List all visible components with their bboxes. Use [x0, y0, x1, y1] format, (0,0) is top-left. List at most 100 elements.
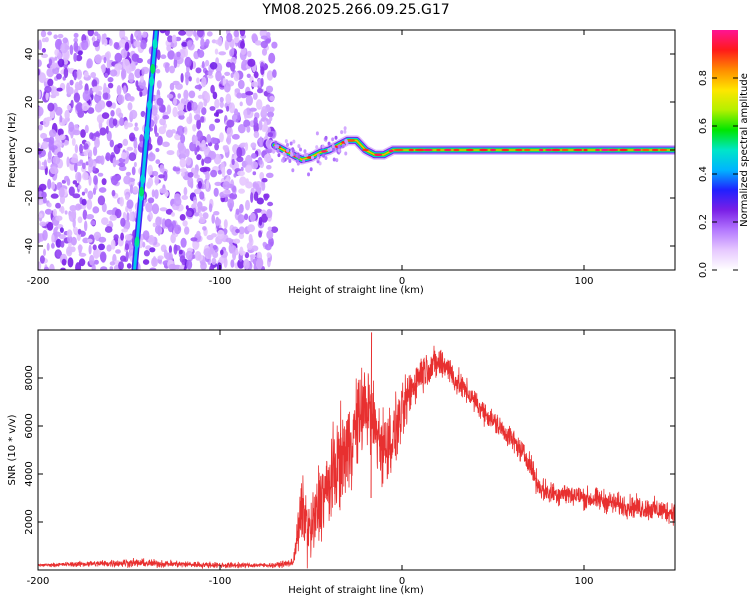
noise-blob — [194, 84, 203, 90]
noise-blob — [38, 72, 46, 84]
noise-blob — [190, 237, 198, 242]
noise-blob — [196, 30, 204, 38]
noise-blob — [165, 208, 173, 215]
noise-blob — [147, 197, 155, 204]
noise-blob — [103, 82, 107, 94]
noise-blob — [73, 37, 78, 43]
noise-blob — [104, 72, 109, 78]
noise-blob — [133, 139, 138, 150]
ridge-halo-blob — [331, 143, 335, 148]
noise-blob — [98, 236, 107, 243]
noise-blob — [181, 258, 186, 266]
noise-blob — [100, 155, 105, 166]
noise-blob — [77, 216, 83, 224]
noise-blob — [47, 31, 52, 36]
y-tick-label: -40 — [24, 238, 35, 254]
noise-blob — [87, 30, 94, 37]
noise-blob — [44, 266, 49, 270]
ridge-halo-blob — [343, 126, 347, 131]
noise-blob — [223, 219, 228, 229]
ridge-peak-blob — [479, 148, 488, 152]
noise-blob — [267, 132, 274, 138]
noise-blob — [253, 71, 259, 79]
diagonal-trace-blob — [152, 38, 158, 49]
noise-blob — [217, 36, 223, 47]
colorbar-gradient — [712, 30, 738, 270]
noise-blob — [265, 131, 269, 140]
noise-blob — [158, 174, 165, 179]
noise-blob — [72, 193, 81, 199]
noise-blob — [73, 41, 79, 53]
noise-blob — [196, 77, 200, 84]
noise-blob — [60, 206, 65, 214]
noise-blob — [151, 106, 158, 117]
noise-blob — [196, 145, 200, 152]
noise-blob — [266, 164, 272, 170]
noise-blob — [47, 202, 52, 208]
noise-blob — [245, 95, 253, 106]
noise-blob — [187, 176, 194, 188]
noise-blob — [45, 116, 53, 122]
ridge-halo-blob — [277, 153, 281, 158]
noise-blob — [247, 50, 252, 58]
ridge-peak-blob — [561, 148, 569, 152]
colorbar-tick-label: 0.0 — [698, 262, 709, 278]
noise-blob — [102, 92, 109, 100]
noise-blob — [121, 68, 127, 80]
noise-blob — [74, 81, 81, 91]
noise-blob — [175, 83, 183, 90]
noise-blob — [70, 157, 79, 164]
noise-blob — [59, 227, 64, 233]
noise-blob — [237, 124, 246, 134]
noise-blob — [109, 214, 117, 221]
noise-blob — [57, 128, 64, 136]
noise-blob — [51, 234, 55, 244]
noise-blob — [253, 131, 260, 139]
noise-blob — [265, 38, 271, 43]
noise-blob — [202, 212, 209, 220]
noise-blob — [67, 257, 74, 268]
noise-blob — [259, 30, 268, 38]
noise-blob — [214, 218, 222, 226]
noise-blob — [140, 110, 146, 118]
noise-blob — [237, 79, 245, 90]
ridge-halo-blob — [315, 131, 319, 136]
noise-blob — [101, 63, 106, 74]
noise-blob — [137, 32, 142, 39]
noise-blob — [41, 48, 47, 53]
noise-blob — [97, 90, 102, 96]
noise-blob — [166, 93, 174, 99]
noise-blob — [263, 120, 268, 131]
noise-blob — [89, 132, 94, 140]
noise-blob — [125, 194, 130, 201]
ridge-peak-blob — [374, 153, 383, 157]
noise-blob — [177, 102, 185, 112]
noise-blob — [49, 166, 58, 175]
noise-blob — [216, 262, 222, 270]
noise-blob — [142, 241, 146, 248]
ridge-peak-blob — [524, 148, 531, 152]
noise-blob — [269, 116, 273, 122]
noise-blob — [77, 172, 82, 183]
noise-blob — [267, 126, 271, 134]
noise-blob — [168, 263, 177, 270]
noise-blob — [73, 70, 77, 81]
noise-blob — [79, 143, 84, 154]
noise-blob — [174, 224, 182, 235]
noise-blob — [62, 37, 68, 44]
noise-blob — [104, 226, 113, 233]
ridge-peak-blob — [538, 148, 544, 152]
noise-blob — [118, 39, 127, 48]
ridge-halo-blob — [291, 168, 295, 173]
noise-blob — [236, 146, 243, 158]
noise-blob — [156, 80, 162, 89]
noise-blob — [249, 254, 257, 259]
x-tick-label: -100 — [209, 576, 232, 587]
noise-blob — [157, 135, 163, 146]
snr-frame — [37, 329, 676, 571]
noise-blob — [94, 95, 100, 102]
noise-blob — [183, 89, 189, 101]
noise-blob — [113, 234, 119, 240]
ridge-peak-blob — [515, 148, 523, 152]
noise-blob — [249, 212, 256, 222]
